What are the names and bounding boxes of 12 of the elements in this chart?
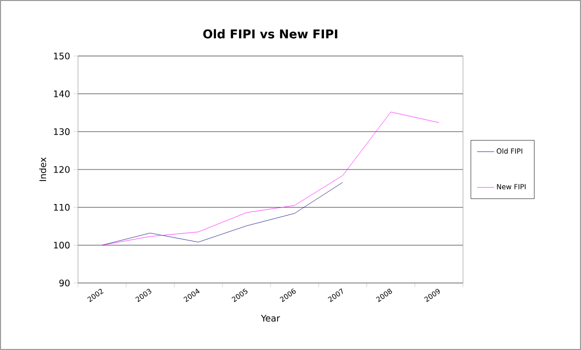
y-tick-label: 100 [54,242,70,249]
line-series [102,182,343,246]
y-axis-title: Index [39,157,46,181]
y-tick-label: 120 [54,166,70,173]
y-tick-label: 150 [54,52,70,60]
y-tick-label: 90 [59,280,70,286]
y-tick-label: 110 [54,204,70,211]
line-series [102,112,440,246]
y-tick-label: 140 [54,90,70,98]
x-axis-title: Year [260,314,280,322]
y-tick-label: 130 [54,128,70,136]
chart-title: Old FIPI vs New FIPI [203,29,338,38]
